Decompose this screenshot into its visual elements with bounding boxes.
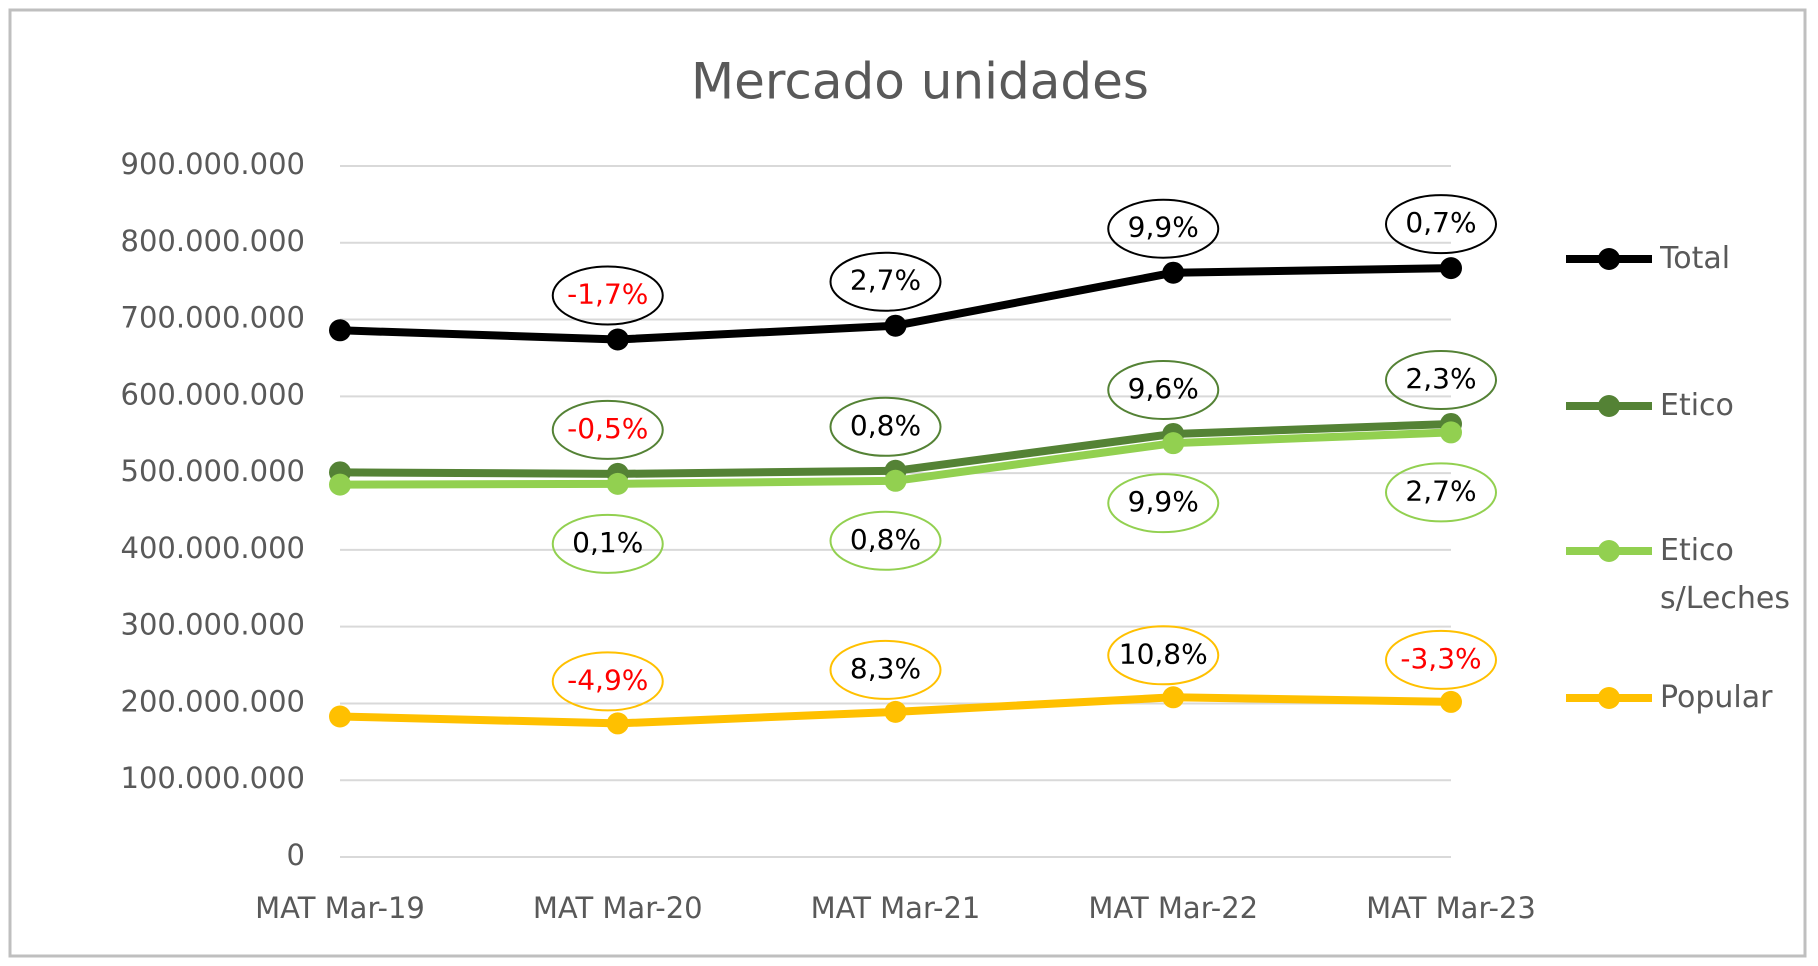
annotation: -0,5% [567, 412, 648, 445]
data-point [329, 473, 351, 496]
legend-label: Total [1660, 241, 1731, 276]
legend-label: Etico [1660, 388, 1734, 423]
data-point [884, 469, 907, 492]
annotation-ellipse [1107, 198, 1220, 259]
y-tick-label: 200.000.000 [121, 684, 306, 718]
annotation: 9,6% [1128, 372, 1199, 405]
annotation: 0,8% [850, 523, 921, 556]
legend-item: Popular [1660, 680, 1773, 715]
legend-marker [1598, 540, 1620, 562]
legend-marker [1598, 687, 1620, 709]
y-tick-label: 600.000.000 [121, 377, 306, 411]
x-tick-label: MAT Mar-23 [1366, 891, 1536, 925]
annotation-ellipse [551, 399, 664, 460]
data-point [1440, 690, 1462, 713]
annotation-ellipse [1107, 359, 1220, 420]
data-point [329, 705, 351, 728]
annotation-ellipse [829, 639, 942, 700]
annotation-ellipse [1107, 473, 1220, 534]
annotation-ellipse [551, 265, 664, 326]
annotation: 0,8% [850, 409, 921, 442]
x-tick-label: MAT Mar-19 [255, 891, 425, 925]
y-tick-label: 100.000.000 [121, 761, 306, 795]
annotation-ellipse [829, 510, 942, 571]
legend-label: Etico s/Leches [1660, 533, 1790, 616]
annotation-ellipse [1385, 194, 1497, 255]
annotation-ellipse [829, 251, 942, 312]
annotation-ellipse [1385, 629, 1497, 690]
annotation: -1,7% [567, 278, 648, 311]
legend-marker [1598, 248, 1620, 270]
data-point [606, 472, 629, 495]
y-tick-label: 800.000.000 [121, 224, 306, 258]
data-point [1440, 257, 1462, 280]
annotation: 2,3% [1405, 362, 1476, 395]
annotation: 8,3% [850, 652, 921, 685]
data-point [606, 328, 629, 351]
annotation-ellipse [829, 396, 942, 457]
data-point [1440, 421, 1462, 444]
data-point [1162, 261, 1185, 284]
annotation: -3,3% [1400, 642, 1481, 675]
annotation-ellipse [551, 651, 664, 712]
y-tick-label: 300.000.000 [121, 608, 306, 642]
annotation-ellipse [1385, 349, 1497, 410]
y-tick-label: 700.000.000 [121, 301, 306, 335]
annotation: -4,9% [567, 663, 648, 696]
data-point [1162, 686, 1185, 709]
annotation: 0,7% [1405, 206, 1476, 239]
legend-item: Etico [1660, 388, 1734, 423]
annotation-ellipse [1385, 462, 1497, 523]
annotation-ellipse [551, 513, 664, 574]
annotation: 10,8% [1119, 637, 1208, 670]
y-tick-label: 500.000.000 [121, 454, 306, 488]
legend-item: Etico s/Leches [1660, 533, 1790, 616]
annotation: 9,9% [1128, 211, 1199, 244]
legend-item: Total [1660, 241, 1731, 276]
annotation-ellipse [1107, 625, 1220, 686]
legend-marker [1598, 395, 1620, 417]
y-tick-label: 900.000.000 [121, 147, 306, 181]
x-tick-label: MAT Mar-22 [1088, 891, 1258, 925]
data-point [884, 700, 907, 723]
x-tick-label: MAT Mar-20 [533, 891, 703, 925]
annotation: 9,9% [1128, 485, 1199, 518]
data-point [884, 314, 907, 337]
data-point [329, 319, 351, 342]
annotation: 2,7% [850, 264, 921, 297]
data-point [606, 712, 629, 735]
chart-title: Mercado unidades [691, 53, 1149, 111]
y-tick-label: 0 [287, 838, 305, 872]
annotation: 0,1% [572, 526, 643, 559]
legend-label: Popular [1660, 680, 1773, 715]
annotation: 2,7% [1405, 474, 1476, 507]
data-point [1162, 432, 1185, 455]
y-tick-label: 400.000.000 [121, 531, 306, 565]
x-tick-label: MAT Mar-21 [811, 891, 981, 925]
